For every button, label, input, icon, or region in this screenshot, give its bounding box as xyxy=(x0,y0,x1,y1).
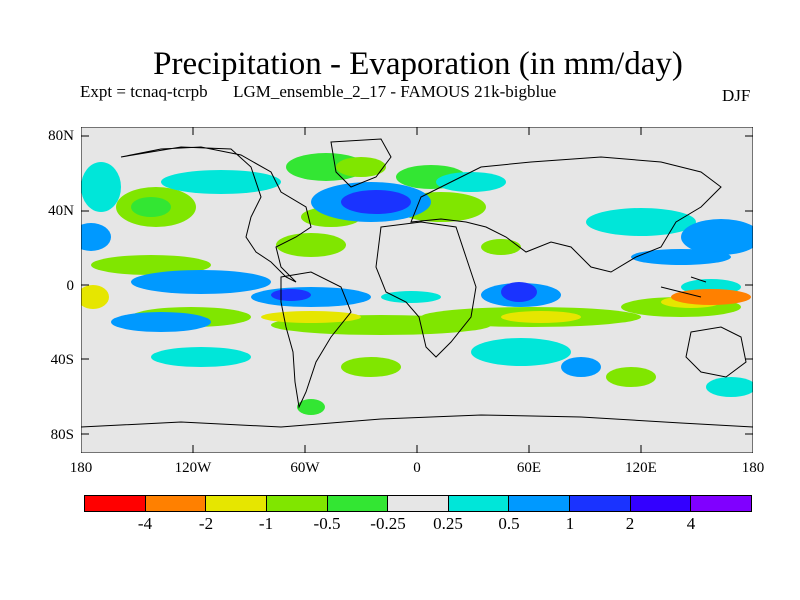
lon-label-120w: 120W xyxy=(174,460,212,476)
lat-label-80s: 80S xyxy=(50,427,74,443)
legend-label: 2 xyxy=(625,514,635,533)
lat-label-40s: 40S xyxy=(50,352,74,368)
legend-label: -2 xyxy=(198,514,214,533)
lat-tick-marks xyxy=(81,135,753,435)
lon-tick-marks xyxy=(192,127,642,453)
lat-label-80n: 80N xyxy=(48,128,74,144)
lon-label-120e: 120E xyxy=(625,460,657,476)
coastlines xyxy=(81,138,753,428)
legend-swatch xyxy=(84,495,145,512)
legend-label: 4 xyxy=(686,514,696,533)
lon-label-60e: 60E xyxy=(516,460,542,476)
legend-label: 0.25 xyxy=(433,514,463,533)
map-plot-area xyxy=(81,127,753,453)
lon-label-60w: 60W xyxy=(290,460,320,476)
lon-label-0: 0 xyxy=(413,460,421,476)
lon-label-180w: 180 xyxy=(69,460,93,476)
color-legend xyxy=(84,495,753,512)
lat-label-40n: 40N xyxy=(48,203,74,219)
lon-label-180e: 180 xyxy=(741,460,765,476)
legend-swatch xyxy=(629,495,691,512)
subtitle-left: Expt = tcnaq-tcrpb LGM_ensemble_2_17 - F… xyxy=(80,82,556,102)
legend-swatch xyxy=(569,495,630,512)
legend-swatch xyxy=(326,495,388,512)
legend-label: -4 xyxy=(137,514,153,533)
legend-swatch xyxy=(387,495,448,512)
legend-swatch xyxy=(447,495,509,512)
lat-label-0: 0 xyxy=(66,278,75,294)
legend-label: -0.5 xyxy=(313,514,341,533)
map-title: Precipitation - Evaporation (in mm/day) xyxy=(153,46,683,82)
legend-swatch xyxy=(508,495,570,512)
season-label: DJF xyxy=(722,86,751,105)
legend-swatch xyxy=(265,495,327,512)
legend-label: 0.5 xyxy=(498,514,520,533)
run-label: LGM_ensemble_2_17 - FAMOUS 21k-bigblue xyxy=(233,82,557,101)
experiment-label: Expt = tcnaq-tcrpb xyxy=(80,82,208,101)
legend-swatch xyxy=(205,495,266,512)
legend-label: 1 xyxy=(565,514,575,533)
legend-label: -0.25 xyxy=(370,514,406,533)
legend-label: -1 xyxy=(258,514,274,533)
legend-swatch xyxy=(690,495,753,512)
legend-swatch xyxy=(144,495,206,512)
